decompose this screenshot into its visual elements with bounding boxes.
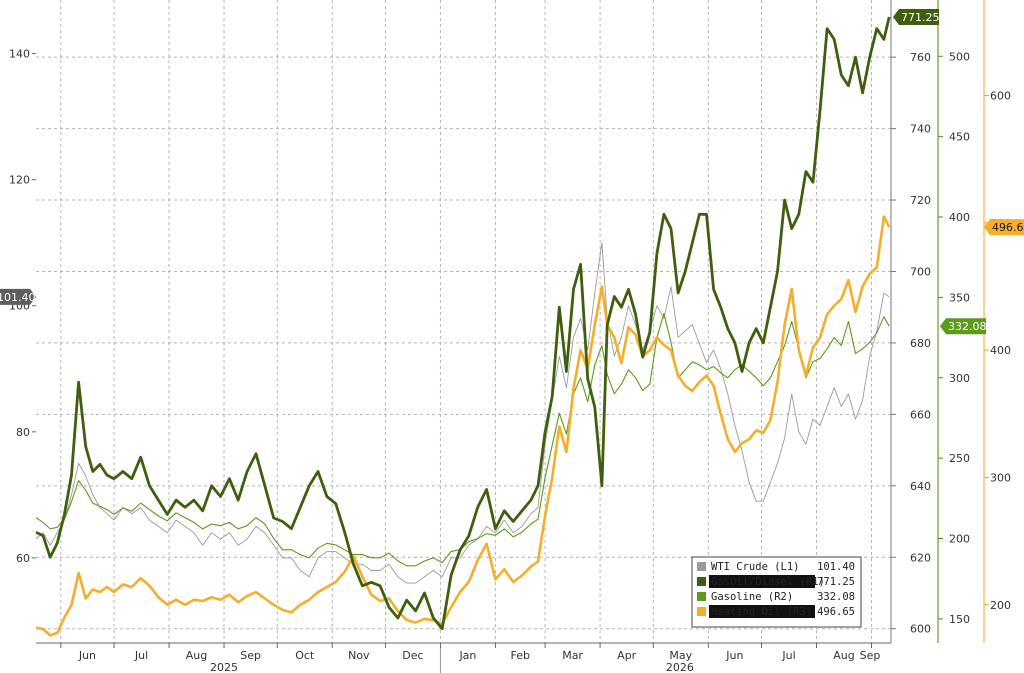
x-month-label: Dec <box>402 649 423 662</box>
legend-label: Heating Oil (R3) <box>711 606 812 618</box>
x-month-label: Jan <box>458 649 476 662</box>
y-tick-label-r3: 300 <box>990 471 1011 484</box>
legend-swatch <box>697 577 706 586</box>
series-line-heating <box>35 215 891 637</box>
value-tag-text: 101.40 <box>0 291 36 304</box>
value-tag-box <box>893 8 939 25</box>
grid-lines <box>36 0 891 643</box>
y-tick-label-l1: 80 <box>16 426 30 439</box>
value-tag-box <box>940 318 986 335</box>
x-year-label: 2025 <box>210 661 238 673</box>
legend-swatch <box>697 562 706 571</box>
series-line-gasoline <box>35 312 890 567</box>
legend-entry-wti: WTI Crude (L1) 101.40 <box>697 561 855 573</box>
x-month-label: Jun <box>725 649 743 662</box>
x-month-label: Aug <box>833 649 854 662</box>
value-tag-box <box>0 288 36 305</box>
legend-value: 332.08 <box>817 591 855 603</box>
y-tick-label-r2: 300 <box>949 372 970 385</box>
x-year-label: 2026 <box>666 661 694 673</box>
value-tag-text: 332.08 <box>948 320 987 333</box>
y-tick-label-l1: 120 <box>9 174 30 187</box>
x-month-label: Jun <box>78 649 96 662</box>
value-tag-gasoil: 771.25 <box>893 8 940 25</box>
legend-swatch <box>697 607 706 616</box>
value-tag-gasoline: 332.08 <box>940 318 987 335</box>
x-month-label: Nov <box>348 649 370 662</box>
y-tick-label-r3: 200 <box>990 599 1011 612</box>
x-month-label: Sep <box>240 649 261 662</box>
x-month-label: Aug <box>186 649 207 662</box>
legend-highlight <box>709 605 815 618</box>
y-tick-label-r1: 760 <box>910 51 931 64</box>
y-tick-label-r1: 740 <box>910 123 931 136</box>
value-tag-text: 496.65 <box>992 221 1024 234</box>
y-tick-label-l1: 60 <box>16 552 30 565</box>
value-tag-wti: 101.40 <box>0 288 36 305</box>
y-tick-label-r1: 640 <box>910 480 931 493</box>
legend-label: WTI Crude (L1) <box>711 561 800 573</box>
y-tick-label-r3: 400 <box>990 344 1011 357</box>
legend-value: 496.65 <box>817 606 855 618</box>
legend-entry-heating: Heating Oil (R3) 496.65 <box>697 605 855 618</box>
legend-entry-gasoil: GasOil/Diesel (R1)771.25 <box>697 575 855 588</box>
axes: Jun Jul Aug Sep Oct Nov Dec Jan Feb Mar Apr May Jun J… <box>9 0 1011 673</box>
legend-value: 101.40 <box>817 561 855 573</box>
x-month-label: Apr <box>617 649 637 662</box>
legend: WTI Crude (L1) 101.40 GasOil/Diesel (R1)77… <box>691 556 862 628</box>
legend-value: 771.25 <box>817 576 855 588</box>
y-tick-label-r2: 150 <box>949 613 970 626</box>
series-line-gasoil <box>35 16 891 631</box>
value-tags: 101.40 771.25 332.08 496.65 <box>0 8 1024 335</box>
value-tag-text: 771.25 <box>901 11 940 24</box>
y-tick-label-r1: 680 <box>910 337 931 350</box>
y-tick-label-r1: 660 <box>910 408 931 421</box>
value-tag-heating: 496.65 <box>984 219 1024 236</box>
x-month-label: Jul <box>134 649 148 662</box>
y-tick-label-r1: 700 <box>910 265 931 278</box>
legend-swatch <box>697 592 706 601</box>
x-month-label: Mar <box>562 649 583 662</box>
y-tick-label-r2: 350 <box>949 291 970 304</box>
x-month-label: Sep <box>860 649 881 662</box>
y-tick-label-r1: 620 <box>910 551 931 564</box>
legend-highlight <box>709 575 815 588</box>
y-tick-label-l1: 140 <box>9 48 30 61</box>
legend-label: Gasoline (R2) <box>711 591 793 603</box>
y-tick-label-r3: 600 <box>990 89 1011 102</box>
y-tick-label-r2: 400 <box>949 211 970 224</box>
y-tick-label-r1: 720 <box>910 194 931 207</box>
y-tick-label-r2: 200 <box>949 533 970 546</box>
x-month-label: Jul <box>781 649 795 662</box>
series-line-wti <box>35 242 890 584</box>
series-lines <box>35 16 891 637</box>
y-tick-label-r2: 250 <box>949 452 970 465</box>
legend-entry-gasoline: Gasoline (R2) 332.08 <box>697 591 855 603</box>
y-tick-label-r2: 450 <box>949 131 970 144</box>
plot-area <box>36 0 891 643</box>
legend-label: GasOil/Diesel (R1) <box>711 576 825 588</box>
x-month-label: Feb <box>511 649 530 662</box>
x-month-label: May <box>669 649 692 662</box>
x-month-label: Oct <box>295 649 315 662</box>
value-tag-box <box>984 219 1024 236</box>
y-tick-label-r1: 600 <box>910 623 931 636</box>
y-tick-label-r2: 500 <box>949 50 970 63</box>
